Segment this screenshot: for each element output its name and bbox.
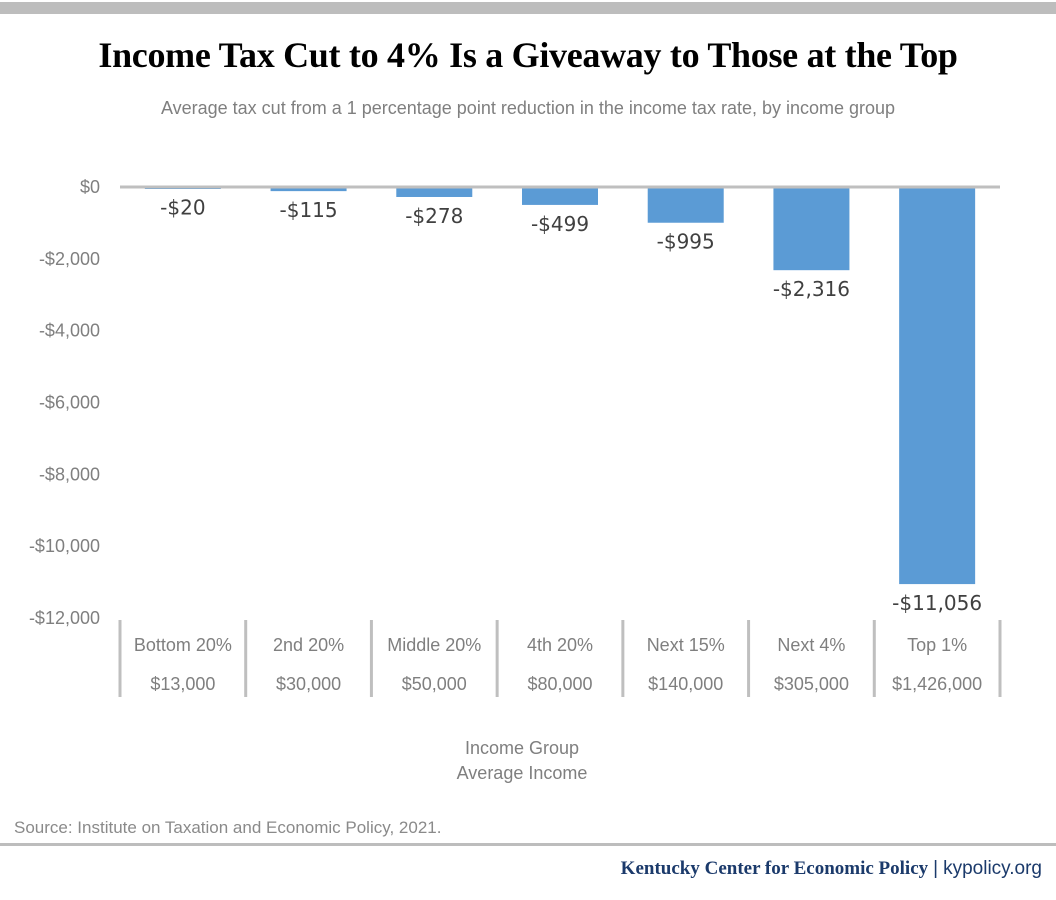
x-category-sublabel: $80,000 xyxy=(527,674,592,694)
data-label: -$499 xyxy=(531,212,589,236)
x-category-sublabel: $13,000 xyxy=(150,674,215,694)
y-tick-label: -$12,000 xyxy=(29,608,100,628)
x-category-sublabel: $305,000 xyxy=(774,674,849,694)
bar xyxy=(899,188,976,585)
y-tick-label: -$10,000 xyxy=(29,536,100,556)
footer-credit: Kentucky Center for Economic Policy | kypo… xyxy=(621,858,1042,880)
y-tick-label: -$8,000 xyxy=(39,464,100,484)
footer-separator: | xyxy=(933,858,939,879)
x-category-label: Next 4% xyxy=(777,635,845,655)
x-axis-title: Income Group xyxy=(464,738,580,758)
chart-title: Income Tax Cut to 4% Is a Giveaway to Th… xyxy=(98,35,958,75)
bar xyxy=(773,188,850,271)
bar xyxy=(396,188,473,197)
bar xyxy=(144,188,221,189)
data-label: -$2,316 xyxy=(773,277,850,301)
org-name: Kentucky Center for Economic Policy xyxy=(620,858,929,879)
source-note: Source: Institute on Taxation and Econom… xyxy=(14,818,442,837)
data-label: -$278 xyxy=(405,204,463,228)
x-category-label: Top 1% xyxy=(907,635,967,655)
y-tick-label: -$2,000 xyxy=(39,249,100,269)
top-rule xyxy=(0,2,1056,14)
x-category-label: Next 15% xyxy=(647,635,725,655)
x-category-label: Middle 20% xyxy=(387,635,481,655)
data-label: -$995 xyxy=(657,230,715,254)
y-tick-label: -$6,000 xyxy=(39,393,100,413)
x-category-label: 4th 20% xyxy=(527,635,593,655)
bar xyxy=(647,188,724,223)
chart-subtitle: Average tax cut from a 1 percentage poin… xyxy=(160,98,896,118)
data-label: -$115 xyxy=(280,198,338,222)
bar xyxy=(522,188,598,205)
x-axis-subtitle: Average Income xyxy=(456,763,588,783)
x-category-sublabel: $30,000 xyxy=(276,674,341,694)
data-label: -$20 xyxy=(160,196,205,220)
y-tick-label: -$4,000 xyxy=(39,321,100,341)
x-category-label: Bottom 20% xyxy=(134,635,232,655)
data-label: -$11,056 xyxy=(892,591,982,615)
y-tick-label: $0 xyxy=(80,177,100,197)
x-category-sublabel: $140,000 xyxy=(648,674,723,694)
x-category-sublabel: $50,000 xyxy=(402,674,467,694)
bar xyxy=(270,188,347,192)
bottom-rule xyxy=(0,843,1056,846)
x-category-label: 2nd 20% xyxy=(273,635,344,655)
org-url[interactable]: kypolicy.org xyxy=(943,858,1042,879)
x-category-sublabel: $1,426,000 xyxy=(892,674,982,694)
bar-chart: $0 -$2,000 -$4,000 -$6,000 -$8,000 -$10,000 -$… xyxy=(29,177,1002,697)
